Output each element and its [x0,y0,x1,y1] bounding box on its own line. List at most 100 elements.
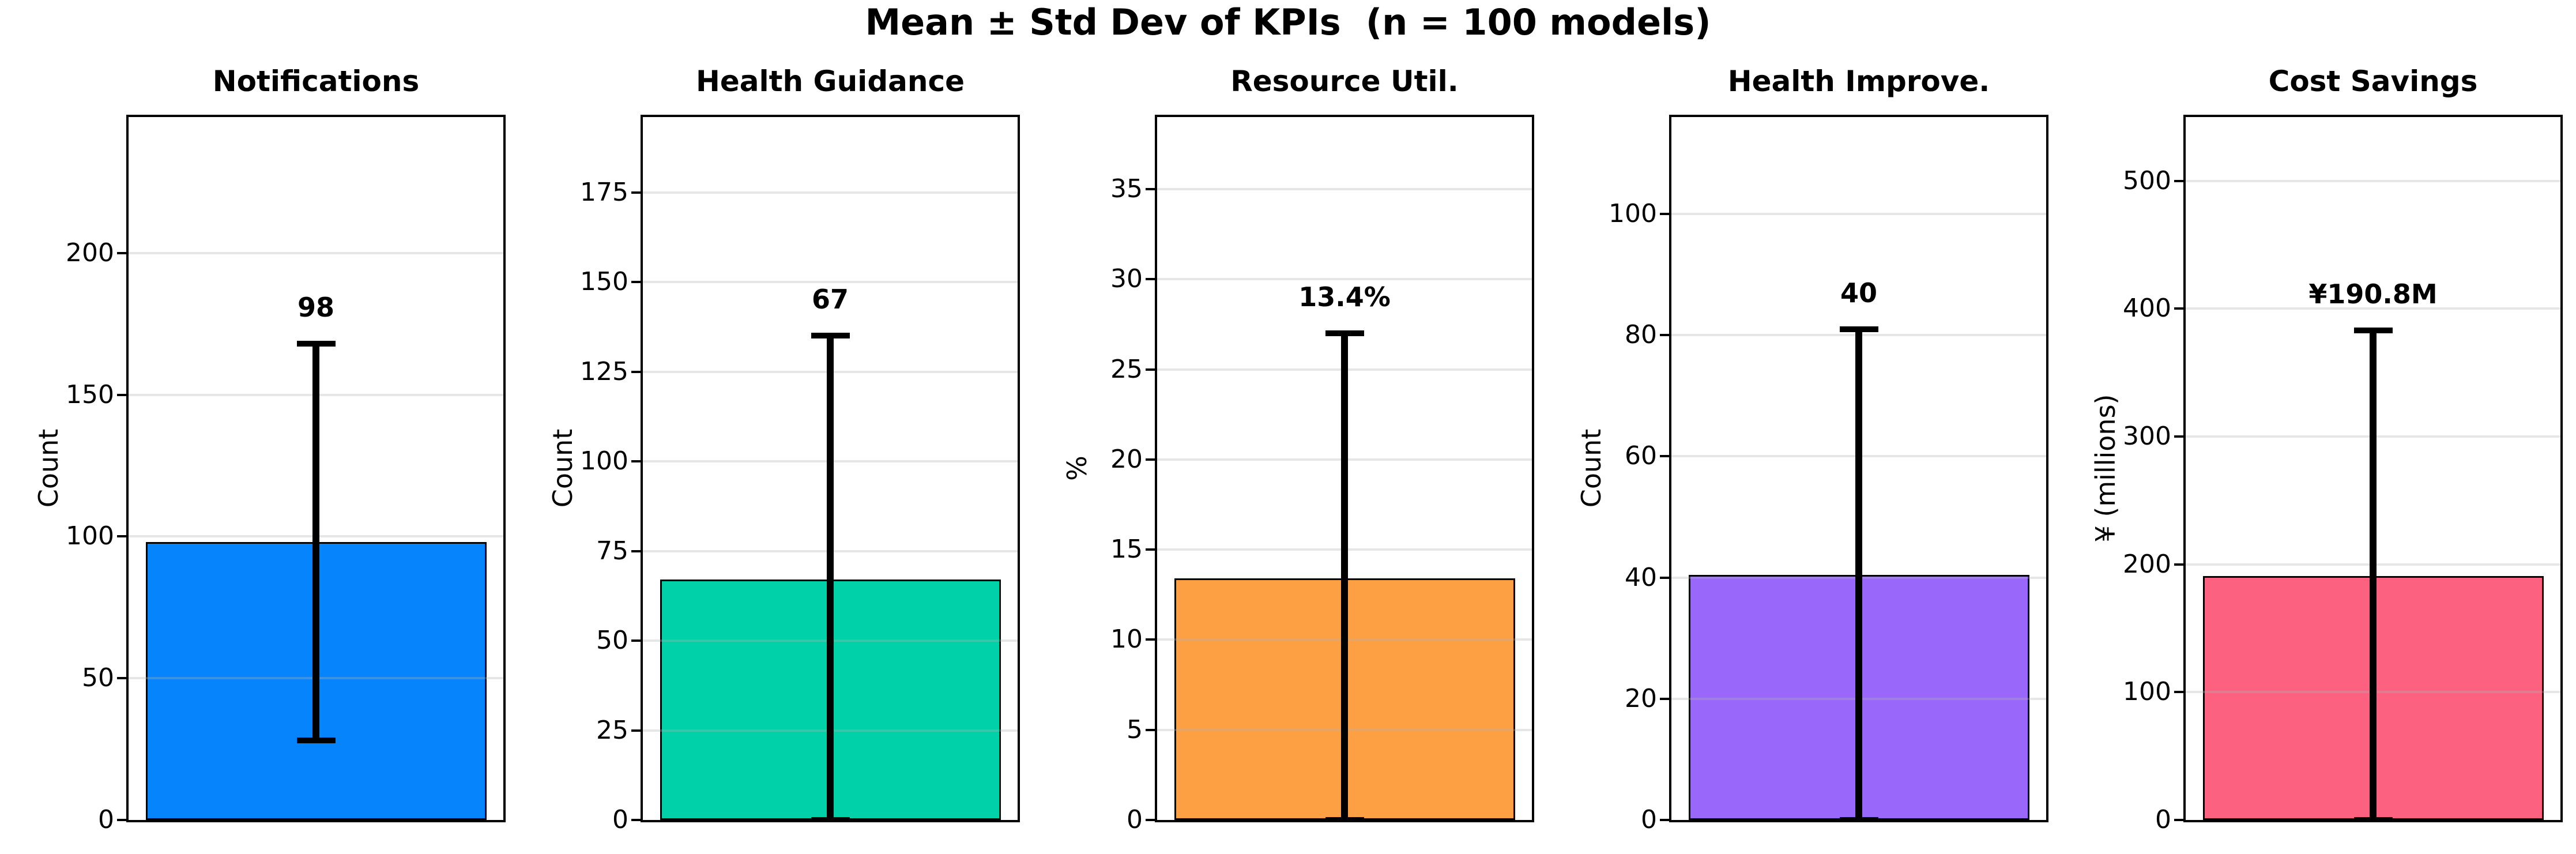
error-bar-cap-top [2353,328,2393,334]
y-tick-mark [117,677,129,680]
gridline [1671,213,2046,216]
y-tick-label: 0 [1127,805,1143,834]
y-tick-mark [2174,179,2186,182]
error-bar-line [1855,329,1862,820]
y-tick-label: 150 [66,379,114,409]
gridline [1157,188,1532,191]
error-bar-line [1341,333,1348,820]
error-bar-line [312,344,319,741]
error-bar-cap-top [1839,326,1878,332]
y-tick-label: 400 [2123,294,2171,323]
y-tick-label: 100 [66,521,114,551]
y-tick-mark [1660,697,1671,700]
y-tick-mark [117,819,129,821]
error-bar-cap-top [1325,330,1364,337]
y-tick-mark [117,393,129,396]
error-bar-cap-bottom [1839,817,1878,820]
error-bar-line [827,336,834,820]
y-tick-mark [117,535,129,538]
subplot-title: Cost Savings [2268,65,2478,98]
y-tick-mark [1660,819,1671,821]
y-tick-label: 100 [1609,199,1657,229]
y-tick-mark [1146,819,1157,821]
y-tick-mark [631,819,643,821]
subplot-title: Resource Util. [1230,65,1459,98]
bar-value-label: 13.4% [1298,281,1391,313]
plot-area: 13.4% [1155,115,1534,822]
y-tick-mark [631,370,643,373]
y-tick-label: 75 [596,536,628,566]
plot-area: ¥190.8M [2183,115,2563,822]
y-tick-label: 125 [580,356,628,386]
y-tick-label: 300 [2123,422,2171,452]
y-tick-label: 150 [580,267,628,297]
y-tick-label: 25 [1110,354,1143,384]
y-tick-label: 20 [1625,683,1657,713]
error-bar-cap-bottom [1325,817,1364,820]
y-tick-label: 0 [1641,805,1657,834]
subplot-title: Health Improve. [1727,65,1990,98]
y-tick-mark [2174,563,2186,566]
y-tick-mark [1660,334,1671,337]
error-bar-cap-bottom [296,738,336,744]
plot-area: 67 [641,115,1020,822]
y-tick-mark [2174,307,2186,310]
figure-title: Mean ± Std Dev of KPIs (n = 100 models) [865,1,1711,43]
subplot-notifications: Notifications Count 98 0 50 100 150 200 [0,0,514,854]
subplot-title: Health Guidance [696,65,965,98]
y-tick-mark [631,460,643,463]
y-tick-mark [1146,458,1157,461]
error-bar-cap-bottom [2353,817,2393,820]
y-tick-label: 0 [2155,805,2171,834]
y-tick-label: 50 [596,626,628,656]
y-tick-mark [2174,819,2186,821]
y-tick-label: 5 [1127,714,1143,744]
y-tick-mark [1146,278,1157,281]
gridline [643,191,1018,194]
y-tick-mark [631,191,643,194]
y-axis-label: ¥ (millions) [2090,394,2121,543]
y-tick-label: 25 [596,715,628,745]
y-tick-label: 175 [580,177,628,207]
gridline [2186,179,2560,182]
subplot-health-improve: Health Improve. Count 40 0 20 40 60 80 100 [1543,0,2057,854]
y-tick-mark [1146,548,1157,551]
bar-value-label: 67 [811,284,849,315]
gridline [1157,278,1532,281]
gridline [2186,307,2560,310]
y-tick-mark [1146,728,1157,731]
subplot-cost-savings: Cost Savings ¥ (millions) ¥190.8M 0 100 20… [2057,0,2571,854]
error-bar-cap-bottom [811,817,850,820]
y-tick-label: 30 [1110,264,1143,294]
y-tick-label: 10 [1110,624,1143,654]
subplot-health-guidance: Health Guidance Count 67 0 25 50 75 100 125 15… [514,0,1029,854]
y-tick-mark [631,729,643,732]
y-tick-mark [1660,213,1671,216]
y-tick-mark [631,281,643,284]
y-tick-label: 15 [1110,535,1143,565]
plot-area: 98 [126,115,506,822]
bar-value-label: ¥190.8M [2308,279,2438,310]
y-axis-label: Count [33,428,64,508]
y-tick-label: 50 [82,663,114,693]
plot-area: 40 [1669,115,2048,822]
error-bar-cap-top [811,333,850,339]
y-tick-mark [117,251,129,254]
error-bar-cap-top [296,341,336,347]
y-tick-mark [631,639,643,642]
y-tick-mark [1146,188,1157,191]
y-tick-mark [1146,368,1157,371]
y-tick-mark [1660,576,1671,579]
y-tick-label: 100 [580,446,628,476]
subplot-resource-util: Resource Util. % 13.4% 0 5 10 15 20 25 30 35 [1029,0,1543,854]
bar-value-label: 98 [297,292,334,323]
y-tick-mark [631,550,643,552]
y-tick-label: 100 [2123,677,2171,707]
bar-value-label: 40 [1840,277,1877,309]
y-tick-label: 500 [2123,165,2171,195]
y-tick-label: 35 [1110,174,1143,204]
y-tick-label: 60 [1625,441,1657,471]
y-tick-mark [2174,435,2186,438]
y-tick-label: 0 [98,805,114,834]
